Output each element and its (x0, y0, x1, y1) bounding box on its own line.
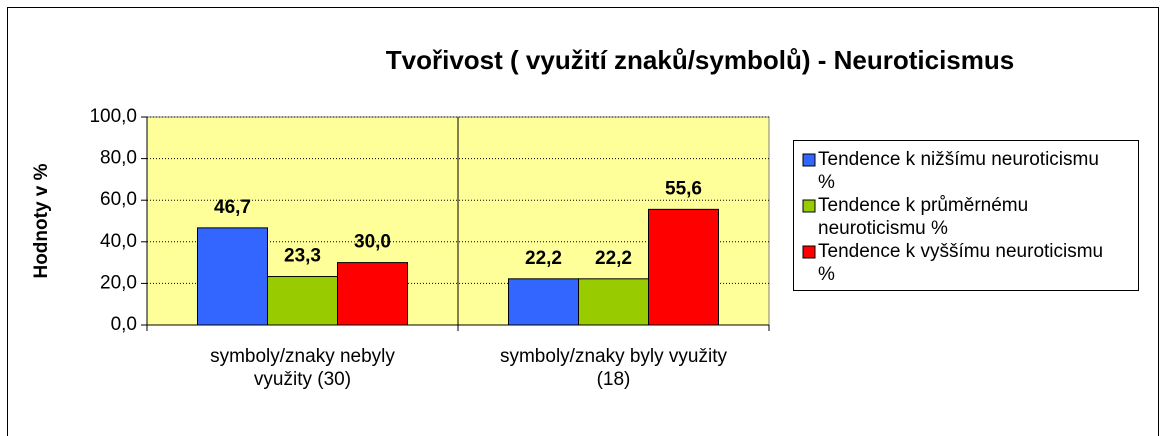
chart-title: Tvořivost ( využití znaků/symbolů) - Neu… (386, 45, 1014, 75)
y-tick-label: 40,0 (100, 231, 137, 252)
legend-label: Tendence k nižšímu neuroticismu % (818, 149, 1099, 193)
bar (648, 208, 719, 326)
legend-swatch (802, 245, 816, 259)
x-tick-label: symboly/znaky nebyly využity (30) (210, 346, 395, 390)
y-tick-label: 20,0 (100, 272, 137, 293)
legend-label: Tendence k průměrnému neuroticismu % (818, 195, 1029, 239)
legend-swatch (802, 153, 816, 167)
y-tick-label: 0,0 (111, 314, 137, 335)
data-label: 22,2 (595, 248, 632, 269)
bar (267, 276, 338, 326)
bar (578, 278, 649, 326)
y-axis-label: Hodnoty v % (31, 163, 52, 278)
legend-label: Tendence k vyššímu neuroticismu % (818, 241, 1104, 285)
bar (508, 278, 579, 326)
bar (337, 262, 408, 326)
data-label: 30,0 (354, 232, 391, 253)
legend-box (793, 140, 1139, 291)
y-tick-label: 80,0 (100, 148, 137, 169)
x-tick-label: symboly/znaky byly využity (18) (499, 346, 727, 390)
data-label: 22,2 (525, 248, 562, 269)
data-label: 55,6 (665, 178, 702, 199)
legend-swatch (802, 199, 816, 213)
bar (197, 227, 268, 326)
y-tick-label: 100,0 (89, 106, 137, 127)
data-label: 23,3 (284, 246, 321, 267)
data-label: 46,7 (214, 197, 251, 218)
y-tick-label: 60,0 (100, 189, 137, 210)
